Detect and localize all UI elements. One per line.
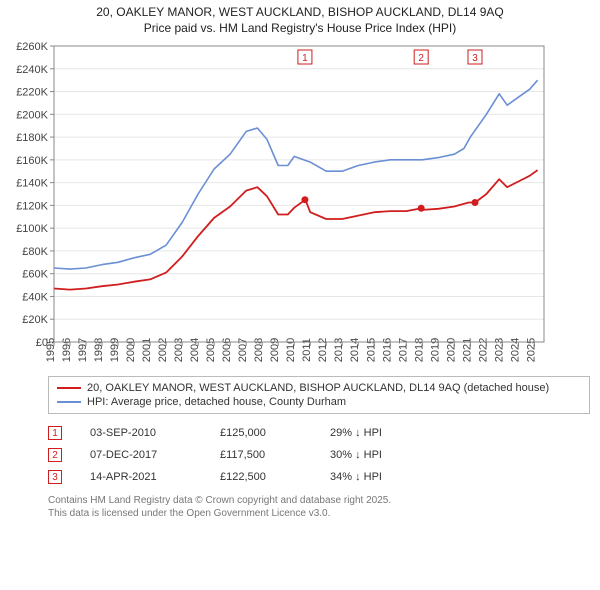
legend: 20, OAKLEY MANOR, WEST AUCKLAND, BISHOP … — [48, 376, 590, 414]
svg-text:2020: 2020 — [445, 338, 457, 362]
transaction-delta: 34% ↓ HPI — [330, 471, 450, 483]
legend-swatch — [57, 401, 81, 403]
svg-text:£260K: £260K — [16, 41, 48, 53]
svg-text:2019: 2019 — [429, 338, 441, 362]
svg-text:2: 2 — [418, 53, 424, 64]
svg-text:2021: 2021 — [461, 338, 473, 362]
transaction-delta: 30% ↓ HPI — [330, 449, 450, 461]
svg-text:2007: 2007 — [237, 338, 249, 362]
svg-text:2018: 2018 — [413, 338, 425, 362]
svg-text:£180K: £180K — [16, 132, 48, 144]
chart-container: 20, OAKLEY MANOR, WEST AUCKLAND, BISHOP … — [0, 0, 600, 590]
svg-text:£220K: £220K — [16, 87, 48, 99]
svg-text:1997: 1997 — [77, 338, 89, 362]
transaction-price: £117,500 — [220, 449, 330, 461]
transaction-date: 03-SEP-2010 — [90, 427, 220, 439]
svg-text:£20K: £20K — [22, 315, 48, 327]
transaction-price: £125,000 — [220, 427, 330, 439]
svg-text:2025: 2025 — [525, 338, 537, 362]
svg-text:£160K: £160K — [16, 155, 48, 167]
footer-line-1: Contains HM Land Registry data © Crown c… — [48, 494, 590, 507]
svg-text:£140K: £140K — [16, 178, 48, 190]
svg-text:2002: 2002 — [157, 338, 169, 362]
chart-svg: £0£20K£40K£60K£80K£100K£120K£140K£160K£1… — [10, 40, 550, 370]
svg-text:2022: 2022 — [477, 338, 489, 362]
transaction-delta: 29% ↓ HPI — [330, 427, 450, 439]
svg-text:1999: 1999 — [109, 338, 121, 362]
legend-swatch — [57, 387, 81, 389]
legend-item: HPI: Average price, detached house, Coun… — [57, 395, 581, 409]
svg-text:2017: 2017 — [397, 338, 409, 362]
svg-text:3: 3 — [472, 53, 478, 64]
chart-title: 20, OAKLEY MANOR, WEST AUCKLAND, BISHOP … — [0, 0, 600, 36]
svg-text:2003: 2003 — [173, 338, 185, 362]
transaction-row: 2 07-DEC-2017£117,50030% ↓ HPI — [48, 444, 590, 466]
svg-text:1995: 1995 — [45, 338, 57, 362]
svg-text:1996: 1996 — [61, 338, 73, 362]
svg-text:2015: 2015 — [365, 338, 377, 362]
legend-label: 20, OAKLEY MANOR, WEST AUCKLAND, BISHOP … — [87, 382, 549, 394]
title-line-2: Price paid vs. HM Land Registry's House … — [10, 20, 590, 36]
transaction-table: 1 03-SEP-2010£125,00029% ↓ HPI 2 07-DEC-201… — [48, 422, 590, 488]
svg-text:£120K: £120K — [16, 201, 48, 213]
footer-line-2: This data is licensed under the Open Gov… — [48, 507, 590, 520]
svg-text:2014: 2014 — [349, 338, 361, 362]
svg-text:£80K: £80K — [22, 246, 48, 258]
svg-text:2016: 2016 — [381, 338, 393, 362]
chart-area: £0£20K£40K£60K£80K£100K£120K£140K£160K£1… — [10, 40, 590, 370]
svg-text:£40K: £40K — [22, 292, 48, 304]
svg-text:2024: 2024 — [509, 338, 521, 362]
svg-text:2001: 2001 — [141, 338, 153, 362]
svg-text:1: 1 — [302, 53, 308, 64]
legend-item: 20, OAKLEY MANOR, WEST AUCKLAND, BISHOP … — [57, 381, 581, 395]
svg-text:2004: 2004 — [189, 338, 201, 362]
svg-text:£100K: £100K — [16, 224, 48, 236]
svg-text:1998: 1998 — [93, 338, 105, 362]
svg-text:2012: 2012 — [317, 338, 329, 362]
transaction-date: 07-DEC-2017 — [90, 449, 220, 461]
title-line-1: 20, OAKLEY MANOR, WEST AUCKLAND, BISHOP … — [10, 4, 590, 20]
svg-text:2008: 2008 — [253, 338, 265, 362]
svg-text:£200K: £200K — [16, 110, 48, 122]
svg-text:2009: 2009 — [269, 338, 281, 362]
transaction-row: 1 03-SEP-2010£125,00029% ↓ HPI — [48, 422, 590, 444]
transaction-marker: 2 — [48, 448, 62, 462]
svg-text:2010: 2010 — [285, 338, 297, 362]
svg-text:2013: 2013 — [333, 338, 345, 362]
transaction-marker: 3 — [48, 470, 62, 484]
footer-note: Contains HM Land Registry data © Crown c… — [48, 494, 590, 520]
legend-label: HPI: Average price, detached house, Coun… — [87, 396, 346, 408]
transaction-date: 14-APR-2021 — [90, 471, 220, 483]
svg-text:2005: 2005 — [205, 338, 217, 362]
svg-text:2023: 2023 — [493, 338, 505, 362]
transaction-row: 3 14-APR-2021£122,50034% ↓ HPI — [48, 466, 590, 488]
svg-text:2000: 2000 — [125, 338, 137, 362]
svg-text:£240K: £240K — [16, 64, 48, 76]
svg-text:£60K: £60K — [22, 269, 48, 281]
svg-text:2006: 2006 — [221, 338, 233, 362]
transaction-marker: 1 — [48, 426, 62, 440]
transaction-price: £122,500 — [220, 471, 330, 483]
